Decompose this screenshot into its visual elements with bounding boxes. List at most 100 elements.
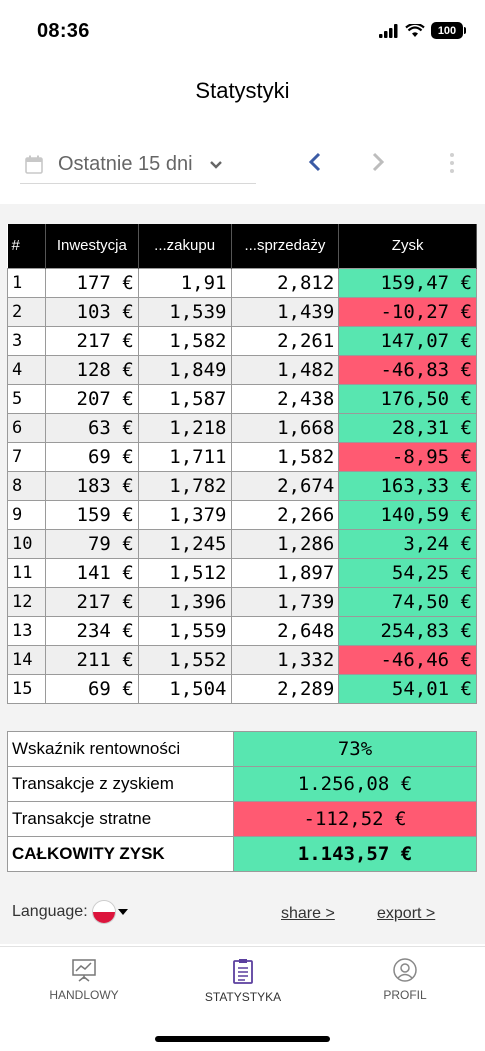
cell-sell-price: 2,648 bbox=[230, 615, 340, 646]
trades-table-body: 1 177 €1,91 2,812 159,47 €2 103 €1,539 1,439-… bbox=[7, 267, 477, 704]
table-row: 1 177 €1,91 2,812 159,47 € bbox=[7, 267, 477, 298]
cell-investment: 177 € bbox=[44, 267, 139, 298]
summary-value: 1.143,57 € bbox=[233, 836, 477, 872]
table-row: 11 141 €1,512 1,897 54,25 € bbox=[7, 557, 477, 588]
cell-profit: 74,50 € bbox=[338, 586, 477, 617]
cell-number: 8 bbox=[7, 470, 46, 501]
cell-profit: 254,83 € bbox=[338, 615, 477, 646]
cell-sell-price: 1,332 bbox=[230, 644, 340, 675]
caret-down-icon bbox=[117, 909, 128, 915]
cell-profit: -46,46 € bbox=[338, 644, 477, 675]
export-link[interactable]: export > bbox=[377, 905, 436, 922]
cell-buy-price: 1,396 bbox=[137, 586, 232, 617]
more-options-icon[interactable] bbox=[442, 150, 462, 176]
cell-number: 1 bbox=[7, 267, 46, 298]
nav-label-statistics: STATYSTYKA bbox=[204, 990, 282, 1004]
profile-icon bbox=[393, 958, 417, 982]
status-time: 08:36 bbox=[37, 20, 90, 42]
status-icons: 100 bbox=[379, 22, 466, 39]
table-row: 8 183 €1,782 2,674 163,33 € bbox=[7, 470, 477, 501]
cell-sell-price: 1,286 bbox=[230, 528, 340, 559]
cell-buy-price: 1,559 bbox=[137, 615, 232, 646]
cell-buy-price: 1,587 bbox=[137, 383, 232, 414]
nav-item-statistics[interactable]: STATYSTYKA bbox=[183, 957, 303, 1004]
column-header-profit[interactable]: Zysk bbox=[338, 224, 477, 268]
period-dropdown[interactable]: Ostatnie 15 dni bbox=[20, 146, 256, 184]
cell-investment: 211 € bbox=[44, 644, 139, 675]
next-period-button[interactable] bbox=[366, 148, 390, 176]
summary-row: Transakcje stratne -112,52 € bbox=[7, 801, 477, 837]
cell-number: 3 bbox=[7, 325, 46, 356]
cell-profit: 147,07 € bbox=[338, 325, 477, 356]
cell-investment: 207 € bbox=[44, 383, 139, 414]
column-header-number[interactable]: # bbox=[7, 224, 46, 268]
cell-investment: 79 € bbox=[44, 528, 139, 559]
cell-profit: 54,25 € bbox=[338, 557, 477, 588]
cell-investment: 159 € bbox=[44, 499, 139, 530]
summary-label: Transakcje stratne bbox=[7, 801, 234, 837]
cell-number: 5 bbox=[7, 383, 46, 414]
cell-buy-price: 1,539 bbox=[137, 296, 232, 327]
cell-investment: 141 € bbox=[44, 557, 139, 588]
cell-sell-price: 2,261 bbox=[230, 325, 340, 356]
calendar-icon bbox=[25, 155, 43, 174]
nav-item-trading[interactable]: HANDLOWY bbox=[24, 957, 144, 1002]
cell-number: 4 bbox=[7, 354, 46, 385]
summary-table-body: Wskaźnik rentowności 73% Transakcje z zysk… bbox=[7, 731, 477, 872]
cell-sell-price: 1,439 bbox=[230, 296, 340, 327]
cell-sell-price: 2,674 bbox=[230, 470, 340, 501]
table-row: 7 69 €1,711 1,582 -8,95 € bbox=[7, 441, 477, 472]
poland-flag-icon bbox=[91, 900, 116, 924]
chevron-left-icon bbox=[308, 152, 321, 172]
cell-profit: -46,83 € bbox=[338, 354, 477, 385]
nav-item-profile[interactable]: PROFIL bbox=[345, 957, 465, 1002]
period-label: Ostatnie 15 dni bbox=[58, 153, 193, 175]
cell-profit: 140,59 € bbox=[338, 499, 477, 530]
table-row: 2 103 €1,539 1,439 -10,27 € bbox=[7, 296, 477, 327]
cell-sell-price: 2,438 bbox=[230, 383, 340, 414]
cell-buy-price: 1,552 bbox=[137, 644, 232, 675]
cell-number: 13 bbox=[7, 615, 46, 646]
column-header-buy-price[interactable]: ...zakupu bbox=[138, 224, 232, 268]
previous-period-button[interactable] bbox=[303, 148, 327, 176]
cell-number: 14 bbox=[7, 644, 46, 675]
table-row: 5 207 €1,587 2,438 176,50 € bbox=[7, 383, 477, 414]
column-header-sell-price[interactable]: ...sprzedaży bbox=[231, 224, 340, 268]
summary-value: 73% bbox=[233, 731, 477, 767]
cell-buy-price: 1,711 bbox=[137, 441, 232, 472]
nav-label-profile: PROFIL bbox=[383, 988, 427, 1002]
cell-investment: 128 € bbox=[44, 354, 139, 385]
column-header-investment[interactable]: Inwestycja bbox=[45, 224, 139, 268]
cell-investment: 63 € bbox=[44, 412, 139, 443]
cell-buy-price: 1,379 bbox=[137, 499, 232, 530]
cell-number: 2 bbox=[7, 296, 46, 327]
language-selector[interactable]: Language: bbox=[12, 900, 128, 924]
cell-number: 15 bbox=[7, 673, 46, 704]
summary-value: 1.256,08 € bbox=[233, 766, 477, 802]
cell-buy-price: 1,218 bbox=[137, 412, 232, 443]
table-row: 6 63 €1,218 1,668 28,31 € bbox=[7, 412, 477, 443]
summary-label: Wskaźnik rentowności bbox=[7, 731, 234, 767]
table-row: 10 79 €1,245 1,286 3,24 € bbox=[7, 528, 477, 559]
cell-number: 12 bbox=[7, 586, 46, 617]
summary-value: -112,52 € bbox=[233, 801, 477, 837]
cell-number: 9 bbox=[7, 499, 46, 530]
cell-buy-price: 1,512 bbox=[137, 557, 232, 588]
cell-buy-price: 1,782 bbox=[137, 470, 232, 501]
chevron-right-icon bbox=[372, 152, 385, 172]
trades-table: # Inwestycja ...zakupu ...sprzedaży Zysk… bbox=[7, 224, 477, 704]
signal-icon bbox=[379, 23, 398, 38]
summary-label: CAŁKOWITY ZYSK bbox=[7, 836, 234, 872]
cell-profit: -8,95 € bbox=[338, 441, 477, 472]
cell-profit: -10,27 € bbox=[338, 296, 477, 327]
summary-row: Wskaźnik rentowności 73% bbox=[7, 731, 477, 767]
cell-profit: 54,01 € bbox=[338, 673, 477, 704]
chart-board-icon bbox=[72, 959, 96, 982]
summary-row: Transakcje z zyskiem 1.256,08 € bbox=[7, 766, 477, 802]
table-row: 14 211 €1,552 1,332 -46,46 € bbox=[7, 644, 477, 675]
summary-label: Transakcje z zyskiem bbox=[7, 766, 234, 802]
table-row: 3 217 €1,582 2,261 147,07 € bbox=[7, 325, 477, 356]
share-link[interactable]: share > bbox=[281, 905, 335, 922]
bottom-navigation: HANDLOWY STATYSTYKA PROFIL bbox=[0, 946, 485, 1051]
status-bar: 08:36 100 bbox=[0, 0, 485, 62]
